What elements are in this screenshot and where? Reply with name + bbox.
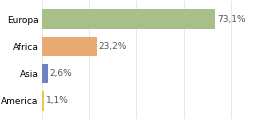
Bar [41,64,48,83]
Text: 2,6%: 2,6% [50,69,72,78]
Text: 23,2%: 23,2% [99,42,127,51]
Text: 73,1%: 73,1% [217,15,245,24]
Text: 1,1%: 1,1% [46,96,69,105]
Bar [41,37,97,56]
Bar [41,91,44,111]
Bar [41,9,215,29]
